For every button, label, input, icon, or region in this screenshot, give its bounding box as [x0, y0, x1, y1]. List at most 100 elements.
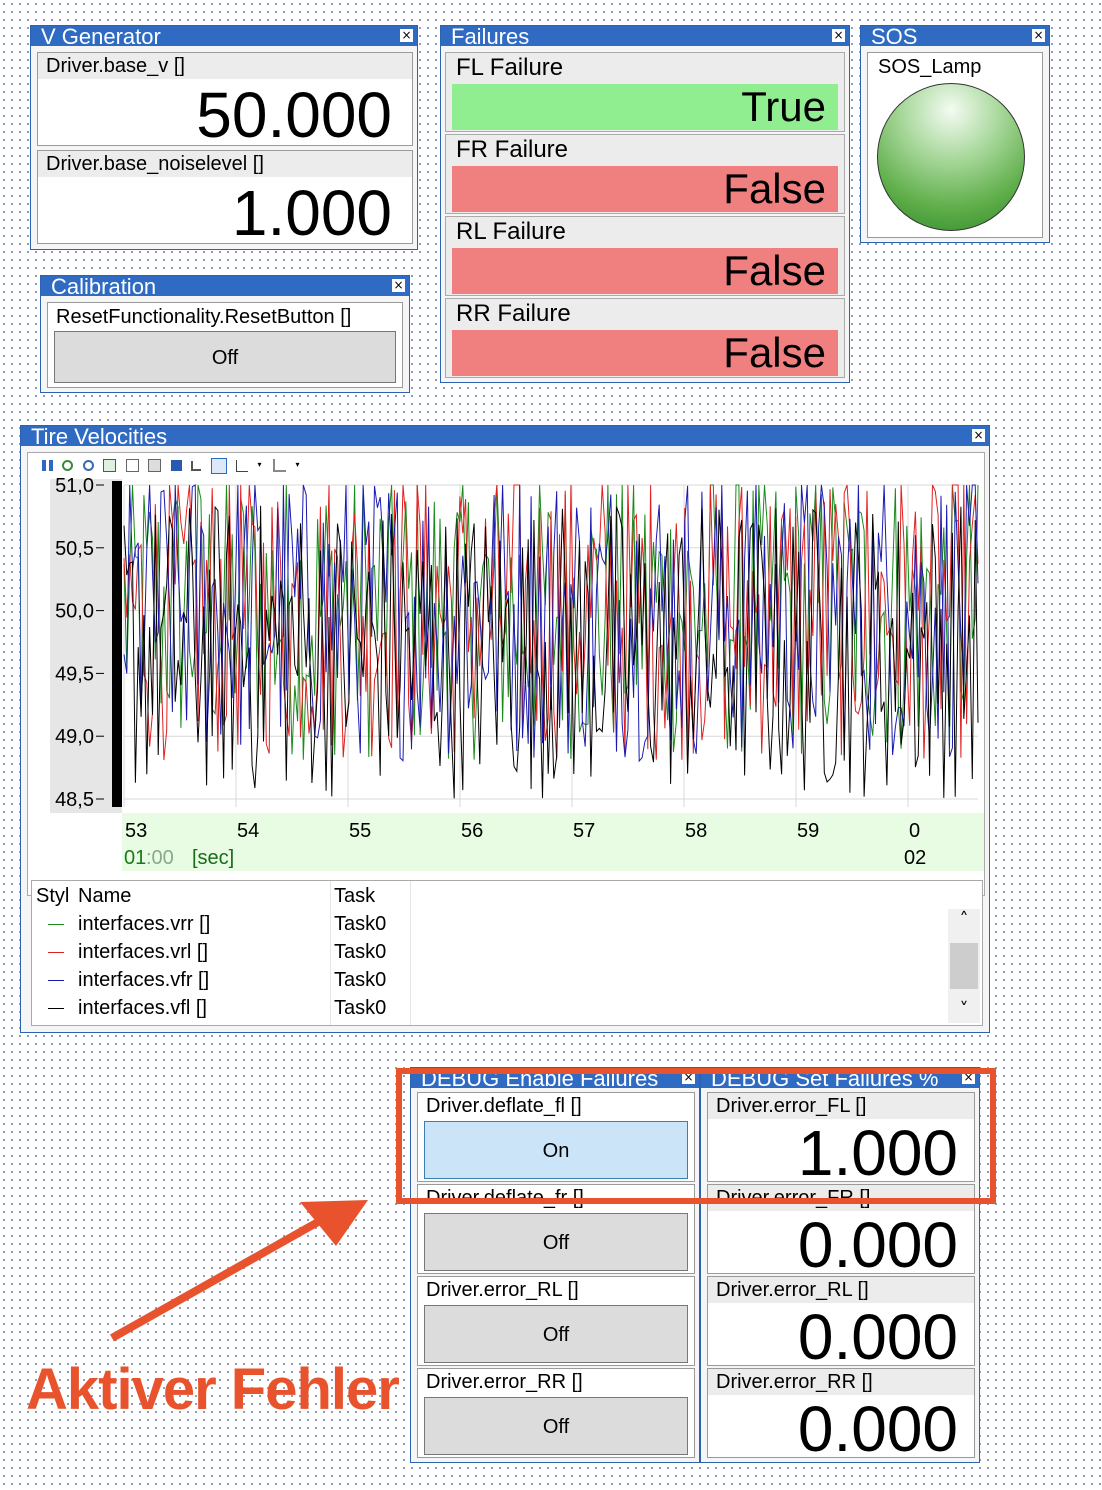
noise-display: Driver.base_noiselevel [] 1.000 — [37, 150, 413, 245]
legend-row[interactable]: interfaces.vfl [] Task0 — [36, 997, 416, 1023]
x-tick-label: 53 — [125, 820, 147, 842]
base-v-label: Driver.base_v [] — [38, 53, 412, 79]
rr-failure-label: RR Failure — [456, 300, 571, 327]
debug-set-panel: DEBUG Set Failures % × Driver.error_FL [… — [700, 1067, 980, 1463]
close-icon[interactable]: × — [972, 428, 985, 442]
time-separator: :00 — [146, 847, 174, 869]
fl-failure-label: FL Failure — [456, 54, 564, 81]
arrow-shaft — [110, 1218, 320, 1342]
deflate-fl-toggle[interactable]: On — [424, 1121, 688, 1179]
error-rl-label: Driver.error_RL [] — [708, 1277, 974, 1303]
legend-scrollbar[interactable]: ˄ ˅ — [948, 909, 980, 1023]
fit-icon[interactable] — [103, 459, 117, 473]
cursor-icon[interactable] — [191, 460, 202, 471]
legend-divider — [330, 881, 331, 1025]
tire-velocities-titlebar: Tire Velocities × — [21, 426, 989, 446]
legend-row[interactable]: interfaces.vrl [] Task0 — [36, 941, 416, 967]
error-rr-value[interactable]: 0.000 — [797, 1393, 958, 1465]
x-tick-label: 59 — [797, 820, 819, 842]
x-tick-label: 55 — [349, 820, 371, 842]
close-icon[interactable]: × — [400, 28, 413, 42]
v-generator-panel: V Generator × Driver.base_v [] 50.000 Dr… — [30, 25, 418, 250]
sos-lamp-indicator — [877, 83, 1025, 231]
x-tick-label: 0 — [909, 820, 920, 842]
series-name: interfaces.vfr [] — [78, 969, 210, 991]
close-icon[interactable]: × — [392, 278, 405, 292]
x-tick-label: 54 — [237, 820, 259, 842]
failures-titlebar: Failures × — [441, 26, 849, 46]
panel-title: V Generator — [41, 26, 161, 46]
y-tick-label: 49,5 — [55, 663, 94, 685]
error-fr-value[interactable]: 0.000 — [797, 1209, 958, 1281]
series-name: interfaces.vrr [] — [78, 913, 211, 935]
debug-enable-panel: DEBUG Enable Failures × Driver.deflate_f… — [410, 1067, 700, 1463]
zoom-in-icon[interactable] — [62, 460, 74, 472]
close-icon[interactable]: × — [962, 1070, 975, 1084]
error-rl-toggle-label: Driver.error_RL [] — [418, 1277, 694, 1303]
panel-title: Failures — [451, 26, 530, 46]
base-v-value: 50.000 — [196, 79, 392, 151]
scroll-up-icon[interactable]: ˄ — [959, 909, 969, 930]
sos-panel: SOS × SOS_Lamp — [860, 25, 1050, 243]
error-rr-label: Driver.error_RR [] — [708, 1369, 974, 1395]
series-name: interfaces.vfl [] — [78, 997, 207, 1019]
chart-type-icon[interactable] — [236, 459, 249, 472]
close-icon[interactable]: × — [1032, 28, 1045, 42]
rl-failure-value: False — [452, 248, 838, 294]
zoom-out-icon[interactable] — [82, 460, 94, 472]
col-task-header: Task — [334, 885, 376, 907]
close-icon[interactable]: × — [682, 1070, 695, 1084]
y-ticks: 51,0 50,5 50,0 49,5 49,0 48,5 — [55, 477, 104, 811]
sos-lamp-label: SOS_Lamp — [878, 56, 982, 78]
deflate-fr-toggle[interactable]: Off — [424, 1213, 688, 1271]
reset-button-box: ResetFunctionality.ResetButton [] Off — [47, 302, 403, 388]
calibration-titlebar: Calibration × — [41, 276, 409, 296]
error-rl-toggle[interactable]: Off — [424, 1305, 688, 1363]
error-fl-display: Driver.error_FL [] 1.000 — [707, 1092, 975, 1189]
deflate-fl-label: Driver.deflate_fl [] — [418, 1093, 694, 1119]
scroll-down-icon[interactable]: ˅ — [959, 999, 969, 1020]
series-task: Task0 — [334, 941, 387, 963]
x-tick-label: 56 — [461, 820, 483, 842]
chevron-down-icon[interactable]: ▾ — [295, 460, 300, 470]
error-rl-value[interactable]: 0.000 — [797, 1301, 958, 1373]
time-right: 02 — [904, 847, 926, 869]
error-rr-toggle[interactable]: Off — [424, 1397, 688, 1455]
time-prefix: 01 — [124, 847, 146, 869]
pause-icon[interactable] — [42, 460, 53, 472]
tire-velocities-panel: Tire Velocities × ▾ ▾ 51,0 50,5 50,0 49,5 49… — [20, 425, 990, 1033]
series-task: Task0 — [334, 913, 387, 935]
close-icon[interactable]: × — [832, 28, 845, 42]
series-group — [123, 484, 979, 799]
series-line-4 — [123, 505, 979, 799]
sos-lamp-box: SOS_Lamp — [867, 52, 1043, 238]
fl-failure-value: True — [452, 84, 838, 130]
legend-divider — [410, 881, 411, 1025]
save-icon[interactable] — [170, 460, 182, 472]
arrow-head — [300, 1200, 368, 1246]
error-rl-toggle-box: Driver.error_RL [] Off — [417, 1276, 695, 1366]
tire-velocities-chart[interactable]: 51,0 50,5 50,0 49,5 49,0 48,5 53 54 55 56 57 58 59 0… — [28, 477, 984, 895]
panel-title: Tire Velocities — [31, 426, 168, 446]
scroll-thumb[interactable] — [950, 943, 978, 989]
error-fl-value[interactable]: 1.000 — [797, 1117, 958, 1189]
plot-area: ▾ ▾ 51,0 50,5 50,0 49,5 49,0 48,5 53 54 55 56 57 5… — [27, 452, 985, 896]
time-unit: [sec] — [192, 847, 234, 869]
y-tick-label: 50,0 — [55, 601, 94, 623]
annotation-label: Aktiver Fehler — [26, 1357, 400, 1422]
chevron-down-icon[interactable]: ▾ — [257, 460, 262, 470]
legend-row[interactable]: interfaces.vrr [] Task0 — [36, 913, 416, 939]
axis-icon[interactable] — [272, 459, 286, 473]
fr-failure-indicator: FR Failure False — [445, 134, 845, 214]
legend-toggle-icon[interactable] — [210, 457, 227, 474]
print-icon[interactable] — [148, 459, 162, 473]
legend-row[interactable]: interfaces.vfr [] Task0 — [36, 969, 416, 995]
rr-failure-indicator: RR Failure False — [445, 298, 845, 378]
reset-button[interactable]: Off — [54, 331, 396, 383]
y-tick-label: 51,0 — [55, 477, 94, 497]
sos-titlebar: SOS × — [861, 26, 1049, 46]
rl-failure-label: RL Failure — [456, 218, 566, 245]
series-name: interfaces.vrl [] — [78, 941, 209, 963]
copy-icon[interactable] — [125, 459, 139, 473]
plot-left-marker — [112, 481, 122, 807]
